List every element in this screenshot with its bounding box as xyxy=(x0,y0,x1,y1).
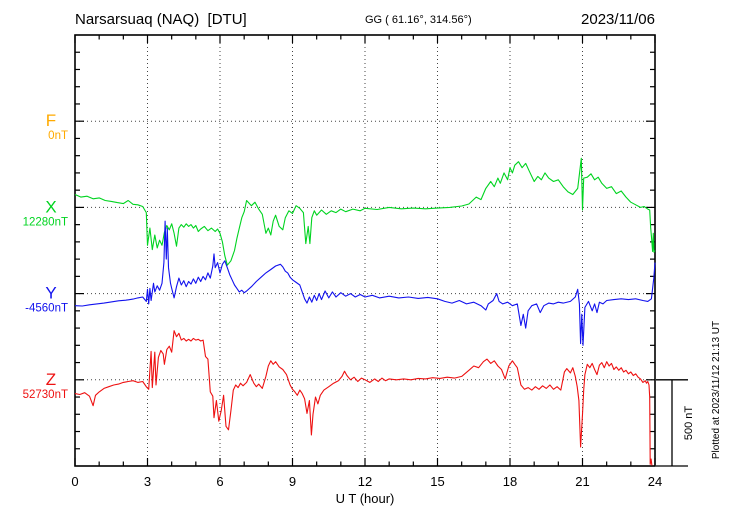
x-tick-label: 6 xyxy=(216,474,223,489)
gg-coordinates: GG ( 61.16°, 314.56°) xyxy=(365,14,472,26)
x-tick-label: 24 xyxy=(648,474,662,489)
trace-z xyxy=(74,330,653,466)
channel-letter-x: X xyxy=(45,197,56,216)
x-axis-title: U T (hour) xyxy=(336,491,395,506)
channel-value-y: -4560nT xyxy=(25,303,68,315)
channel-letter-y: Y xyxy=(45,284,56,303)
trace-y xyxy=(74,220,656,346)
observation-date: 2023/11/06 xyxy=(581,11,655,28)
x-tick-label: 21 xyxy=(575,474,589,489)
x-tick-label: 18 xyxy=(503,474,517,489)
x-tick-label: 9 xyxy=(289,474,296,489)
grid-lines xyxy=(75,35,655,466)
channel-value-f: 0nT xyxy=(48,130,68,142)
x-tick-label: 15 xyxy=(430,474,444,489)
channel-value-z: 52730nT xyxy=(23,389,68,401)
x-tick-labels: 0 3 6 9 12 15 18 21 24 xyxy=(71,474,662,489)
x-tick-label: 12 xyxy=(358,474,372,489)
x-tick-label: 3 xyxy=(144,474,151,489)
station-title: Narsarsuaq (NAQ) [DTU] xyxy=(75,11,247,28)
scale-bar-label: 500 nT xyxy=(683,406,695,441)
channel-letter-f: F xyxy=(46,111,56,130)
trace-x xyxy=(74,157,656,266)
plotted-note: Plotted at 2023/11/12 21:13 UT xyxy=(711,321,722,459)
channel-letter-z: Z xyxy=(46,370,56,389)
traces xyxy=(74,157,656,466)
scale-bar xyxy=(656,379,688,467)
x-tick-label: 0 xyxy=(71,474,78,489)
channel-value-x: 12280nT xyxy=(23,216,68,228)
